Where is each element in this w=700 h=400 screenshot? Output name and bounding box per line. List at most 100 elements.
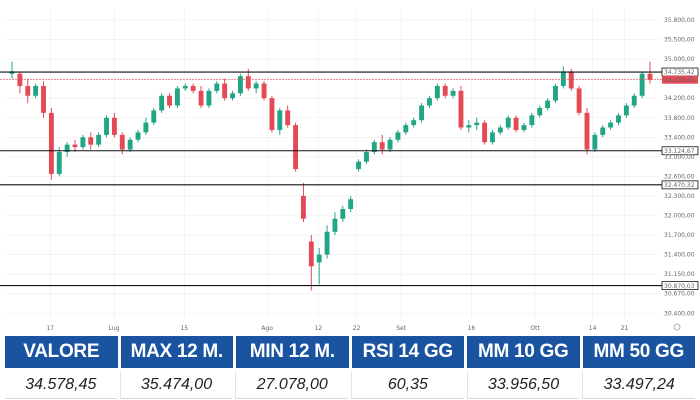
y-tick-label: 35.000,00 [664, 56, 695, 63]
x-tick-label: 15 [180, 325, 188, 332]
candle-body [403, 125, 409, 133]
value-valore: 34.578,45 [5, 371, 117, 399]
candle-body [364, 151, 369, 162]
stats-header-row: VALORE MAX 12 M. MIN 12 M. RSI 14 GG MM … [5, 336, 695, 368]
candle-body [450, 90, 456, 96]
settings-icon [673, 323, 681, 331]
candle-body [285, 110, 291, 126]
candle-body [411, 120, 417, 126]
x-tick-label: Lug [109, 325, 120, 332]
candle-body [96, 134, 102, 145]
y-tick-label: 34.200,00 [664, 95, 695, 102]
candle-body [206, 90, 212, 106]
x-tick-label: Set [396, 325, 407, 332]
candle-body [308, 241, 314, 267]
candle-body [427, 98, 432, 106]
candle-body [56, 151, 62, 174]
candle-body [182, 85, 188, 89]
candle-body [104, 117, 109, 135]
candle-body [482, 122, 488, 143]
x-tick-label: 22 [353, 325, 361, 332]
candle-body [348, 199, 354, 209]
x-tick-label: 17 [46, 325, 54, 332]
candle-body [237, 76, 243, 94]
last-price-label: 34.578,45 [664, 77, 695, 84]
candle-body [25, 85, 31, 96]
y-tick-label: 31.700,00 [664, 232, 695, 239]
candle-body [379, 142, 385, 150]
x-tick-label: 12 [314, 325, 322, 332]
value-min-12m: 27.078,00 [235, 371, 349, 399]
candle-body [119, 134, 125, 150]
value-max-12m: 35.474,00 [119, 371, 233, 399]
candle-body [497, 127, 503, 133]
candle-body [269, 98, 275, 130]
x-tick-label: Ott [530, 325, 540, 332]
candle-body [80, 137, 86, 148]
candle-body [316, 254, 322, 263]
candle-body [135, 132, 141, 140]
candle-body [576, 88, 582, 113]
candle-body [395, 132, 401, 140]
candle-body [214, 83, 220, 91]
candle-body [261, 83, 267, 99]
y-tick-label: 32.600,00 [664, 173, 695, 180]
candle-body [639, 73, 645, 96]
y-tick-label: 33.000,00 [664, 154, 695, 161]
candle-body [553, 85, 558, 101]
candle-body [340, 208, 346, 219]
level-label: 33.124,67 [664, 148, 695, 155]
candle-body [623, 105, 629, 116]
candle-body [151, 110, 157, 123]
level-label: 32.470,32 [664, 182, 695, 189]
x-tick-label: 16 [468, 325, 476, 332]
candle-body [64, 144, 70, 152]
candle-body [419, 105, 425, 121]
candle-body [277, 110, 283, 130]
y-tick-label: 30.670,00 [664, 291, 695, 298]
header-min-12m: MIN 12 M. [236, 336, 349, 368]
candle-body [356, 161, 362, 170]
candle-body [293, 125, 298, 170]
x-tick-label: 14 [589, 325, 597, 332]
candle-body [466, 125, 472, 128]
candle-body [174, 88, 180, 106]
candle-body [529, 115, 535, 126]
candle-body [41, 85, 46, 113]
y-tick-label: 33.800,00 [664, 115, 695, 122]
candle-body [143, 122, 149, 133]
candle-body [608, 122, 614, 128]
level-label-box [661, 281, 699, 290]
candle-body [198, 90, 204, 106]
candle-body [33, 85, 39, 96]
level-label: 30.870,03 [664, 283, 695, 290]
candle-body [584, 112, 590, 150]
y-tick-label: 35.800,00 [664, 17, 695, 24]
candle-body [537, 107, 543, 116]
level-label: 34.735,42 [664, 69, 695, 76]
candle-body [616, 115, 621, 123]
candle-body [647, 73, 653, 80]
value-rsi-14gg: 60,35 [351, 371, 464, 399]
stats-value-row: 34.578,45 35.474,00 27.078,00 60,35 33.9… [5, 371, 696, 399]
y-tick-label: 32.300,00 [664, 193, 695, 200]
y-tick-label: 33.400,00 [664, 134, 695, 141]
candle-body [513, 117, 519, 130]
candlestick-chart: 34.735,42 33.124,67 32.470,32 30.870,03 34.5… [0, 8, 699, 332]
candle-body [505, 117, 511, 128]
candle-body [560, 71, 566, 86]
candle-body [592, 134, 598, 150]
y-tick-label: 30.400,00 [664, 310, 695, 317]
candle-body [458, 90, 464, 128]
candle-body [521, 125, 527, 130]
candle-body [48, 112, 54, 174]
header-mm-50gg: MM 50 GG [582, 336, 695, 368]
value-mm-50gg: 33.497,24 [582, 371, 696, 399]
y-tick-label: 31.400,00 [664, 252, 695, 259]
candle-body [434, 85, 440, 99]
candle-body [72, 144, 78, 148]
candle-body [600, 127, 606, 135]
y-tick-label: 31.150,00 [664, 271, 695, 278]
candle-body [474, 122, 480, 126]
x-tick-label: 21 [621, 325, 629, 332]
